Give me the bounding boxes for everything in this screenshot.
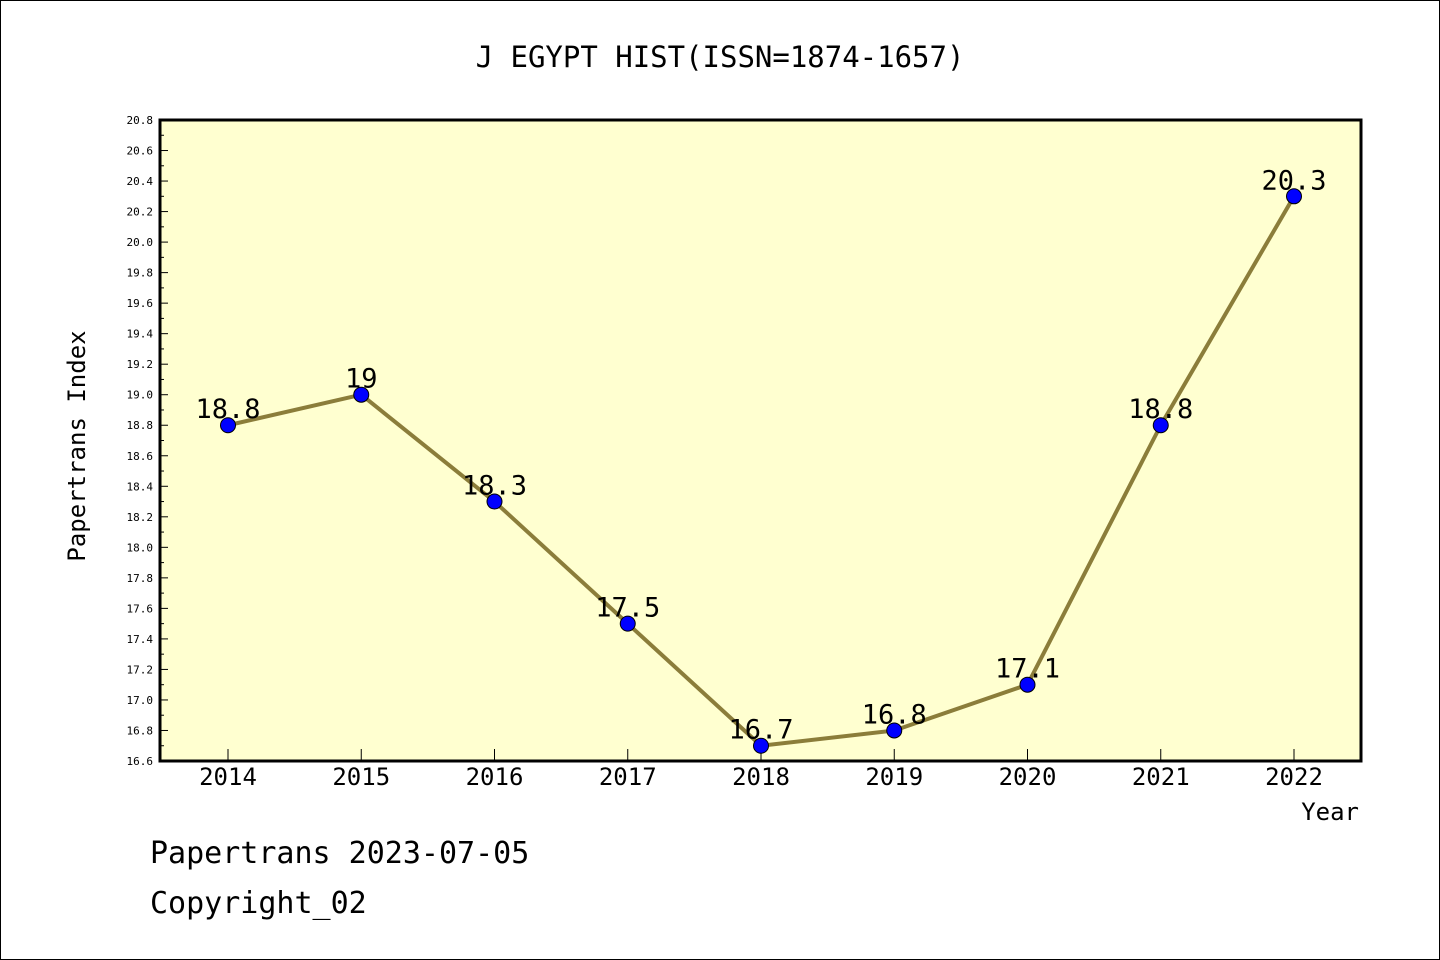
data-label: 17.5 [595, 593, 660, 624]
y-axis-label: Papertrans Index [63, 330, 91, 561]
data-point [886, 722, 903, 739]
data-label: 17.1 [995, 654, 1060, 685]
footer-copyright: Copyright_02 [150, 886, 367, 921]
x-tick-label: 2016 [466, 763, 524, 791]
y-tick-label: 20.4 [127, 175, 154, 188]
y-tick-label: 18.2 [127, 511, 154, 524]
x-tick-label: 2014 [199, 763, 257, 791]
chart-title: J EGYPT HIST(ISSN=1874-1657) [476, 40, 965, 74]
plot-area [158, 118, 1363, 763]
y-tick-label: 19.8 [127, 267, 154, 280]
y-tick-label: 19.6 [127, 297, 154, 310]
y-tick-label: 18.8 [127, 419, 154, 432]
y-tick-label: 18.6 [127, 450, 154, 463]
y-tick-label: 16.6 [127, 755, 154, 768]
data-labels: 18.8 19 18.3 17.5 16.7 16.8 17.1 18.8 20.3 [195, 165, 1326, 745]
data-label: 18.3 [462, 471, 527, 502]
y-tick-label: 17.4 [127, 633, 154, 646]
y-tick-label: 20.8 [127, 114, 154, 127]
series-group [220, 188, 1302, 754]
data-label: 19 [345, 364, 378, 395]
y-axis: 16.6 16.8 17.0 17.2 17.4 17.6 17.8 18.0 18.2 18.4… [127, 114, 168, 768]
x-axis-label: Year [1301, 798, 1359, 826]
x-tick-label: 2020 [999, 763, 1057, 791]
data-point [486, 493, 503, 510]
data-point [753, 737, 769, 754]
x-tick-label: 2019 [865, 763, 923, 791]
y-tick-label: 17.8 [127, 572, 154, 585]
y-tick-label: 17.6 [127, 602, 154, 615]
x-tick-label: 2021 [1132, 763, 1190, 791]
y-tick-label: 17.0 [127, 694, 154, 707]
data-label: 18.8 [1128, 394, 1193, 425]
data-point [353, 386, 370, 403]
y-tick-label: 16.8 [127, 724, 154, 737]
y-tick-label: 19.2 [127, 358, 154, 371]
y-tick-label: 20.2 [127, 206, 154, 219]
data-label: 18.8 [195, 394, 260, 425]
y-tick-label: 19.0 [127, 389, 154, 402]
data-point [220, 417, 236, 434]
y-tick-label: 18.0 [127, 541, 154, 554]
data-label: 20.3 [1261, 165, 1326, 196]
x-tick-label: 2022 [1265, 763, 1323, 791]
x-tick-label: 2017 [599, 763, 657, 791]
data-point [619, 615, 636, 632]
data-label: 16.8 [862, 699, 927, 730]
x-axis: 2014 2015 2016 2017 2018 2019 2020 2021 2022 [199, 749, 1323, 791]
y-tick-label: 17.2 [127, 663, 154, 676]
data-point [1286, 188, 1302, 205]
footer-date: Papertrans 2023-07-05 [150, 836, 530, 871]
x-tick-label: 2015 [332, 763, 390, 791]
y-tick-label: 18.4 [127, 480, 154, 493]
data-point [1152, 417, 1169, 434]
y-tick-label: 19.4 [127, 328, 154, 341]
data-label: 16.7 [728, 715, 793, 746]
y-tick-label: 20.0 [127, 236, 154, 249]
data-point [1019, 676, 1036, 693]
x-tick-label: 2018 [732, 763, 790, 791]
y-tick-label: 20.6 [127, 145, 154, 158]
